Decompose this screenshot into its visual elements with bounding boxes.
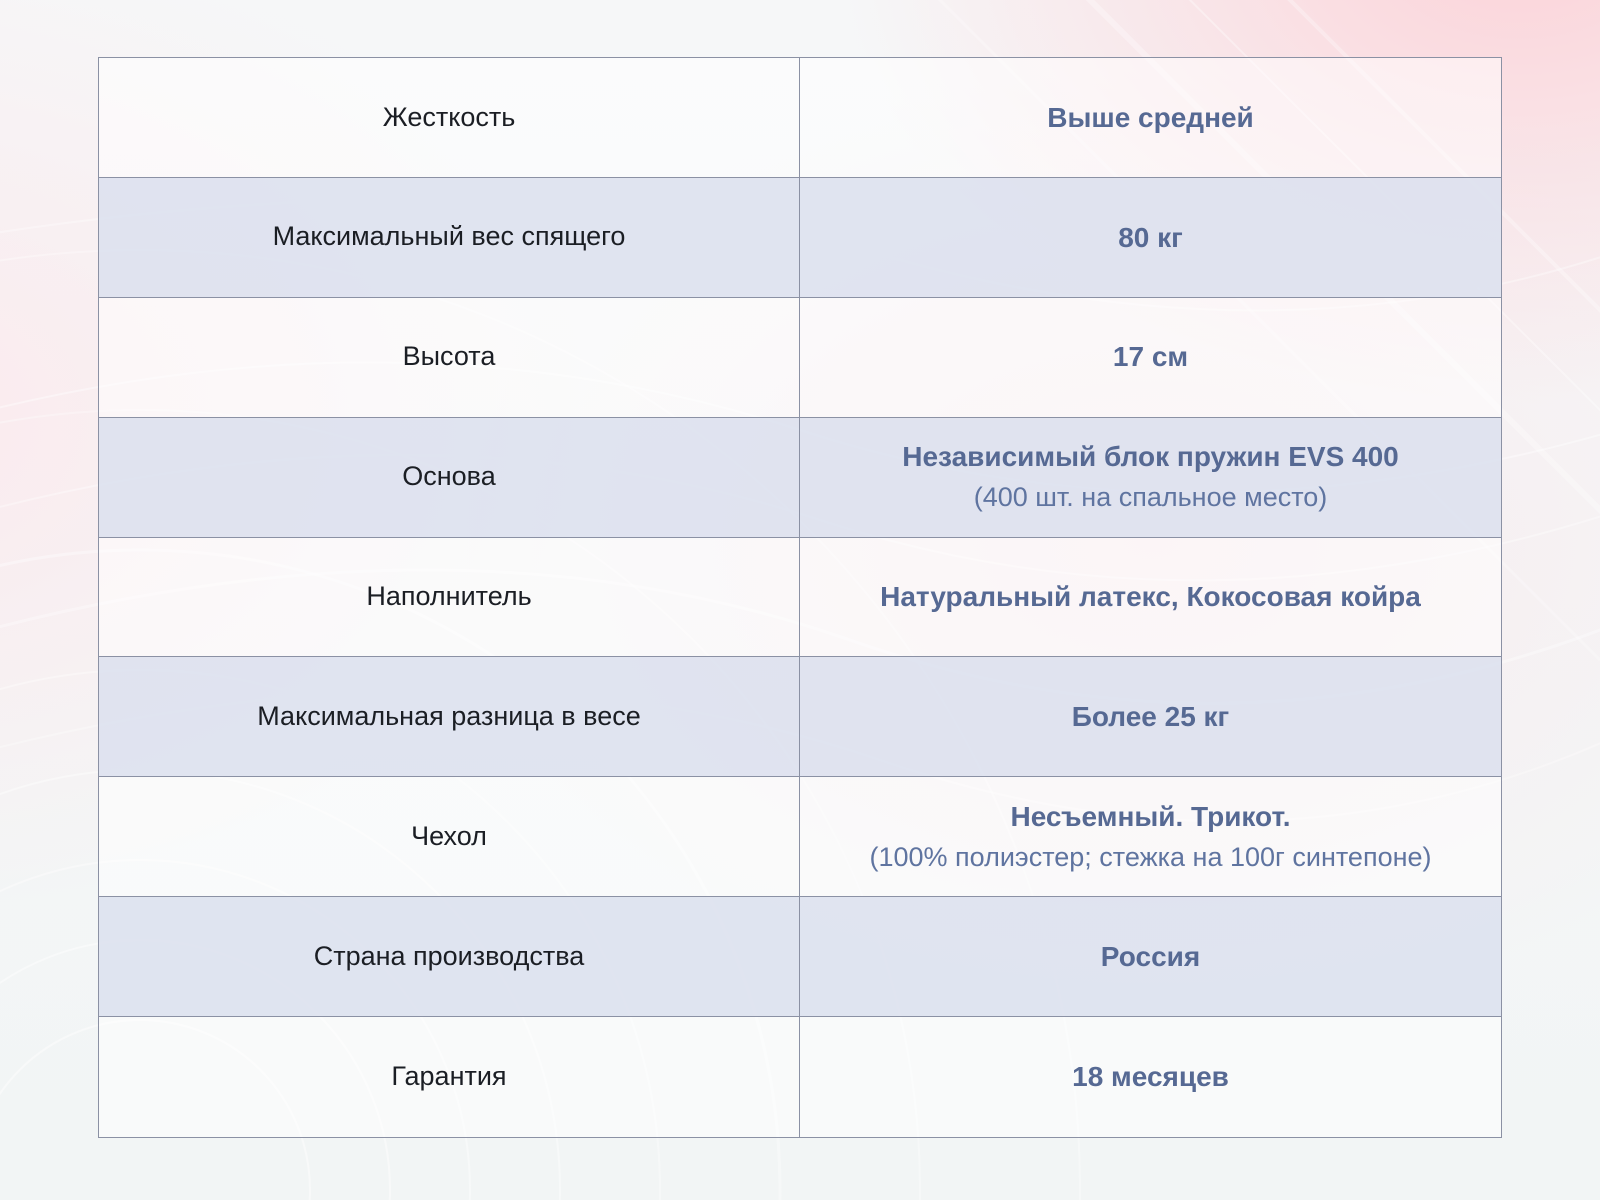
spec-value-cell: Несъемный. Трикот. (100% полиэстер; стеж… — [800, 777, 1501, 898]
spec-label: Чехол — [411, 820, 487, 851]
spec-label-cell: Гарантия — [99, 1017, 800, 1137]
spec-value: Выше средней — [1047, 101, 1254, 133]
spec-value-cell: Россия — [800, 897, 1501, 1018]
spec-label: Высота — [402, 341, 496, 372]
spec-value-cell: 17 см — [800, 297, 1501, 418]
spec-label: Максимальный вес спящего — [272, 221, 626, 252]
spec-label-cell: Максимальный вес спящего — [99, 177, 800, 298]
spec-value: Натуральный латекс, Кокосовая койра — [880, 581, 1421, 613]
spec-label-cell: Высота — [99, 297, 800, 418]
spec-value-note: (400 шт. на спальное место) — [973, 481, 1328, 512]
spec-label-cell: Чехол — [99, 777, 800, 898]
spec-label: Страна производства — [313, 940, 585, 971]
spec-label-cell: Жесткость — [99, 58, 800, 178]
spec-value-cell: 80 кг — [800, 177, 1501, 298]
spec-value-cell: 18 месяцев — [800, 1017, 1501, 1137]
spec-label: Максимальная разница в весе — [257, 700, 641, 731]
spec-value: Независимый блок пружин EVS 400 — [902, 441, 1399, 473]
spec-value: Более 25 кг — [1071, 701, 1230, 733]
spec-label-cell: Наполнитель — [99, 537, 800, 658]
spec-label: Жесткость — [382, 101, 516, 132]
spec-value: 18 месяцев — [1072, 1061, 1229, 1093]
spec-label-cell: Основа — [99, 417, 800, 538]
spec-value: Несъемный. Трикот. — [1010, 801, 1291, 833]
spec-value-note: (100% полиэстер; стежка на 100г синтепон… — [869, 841, 1432, 872]
spec-value-cell: Более 25 кг — [800, 657, 1501, 778]
spec-value: Россия — [1100, 940, 1201, 972]
spec-label: Гарантия — [391, 1061, 507, 1092]
spec-value-cell: Выше средней — [800, 58, 1501, 178]
spec-value-cell: Натуральный латекс, Кокосовая койра — [800, 537, 1501, 658]
spec-label-cell: Максимальная разница в весе — [99, 657, 800, 778]
spec-value: 17 см — [1112, 341, 1189, 373]
spec-value-cell: Независимый блок пружин EVS 400 (400 шт.… — [800, 417, 1501, 538]
spec-label-cell: Страна производства — [99, 897, 800, 1018]
spec-value: 80 кг — [1118, 221, 1183, 253]
spec-label: Наполнитель — [366, 581, 532, 612]
spec-label: Основа — [402, 461, 496, 492]
product-specs-table: Жесткость Выше средней Максимальный вес … — [98, 57, 1502, 1138]
